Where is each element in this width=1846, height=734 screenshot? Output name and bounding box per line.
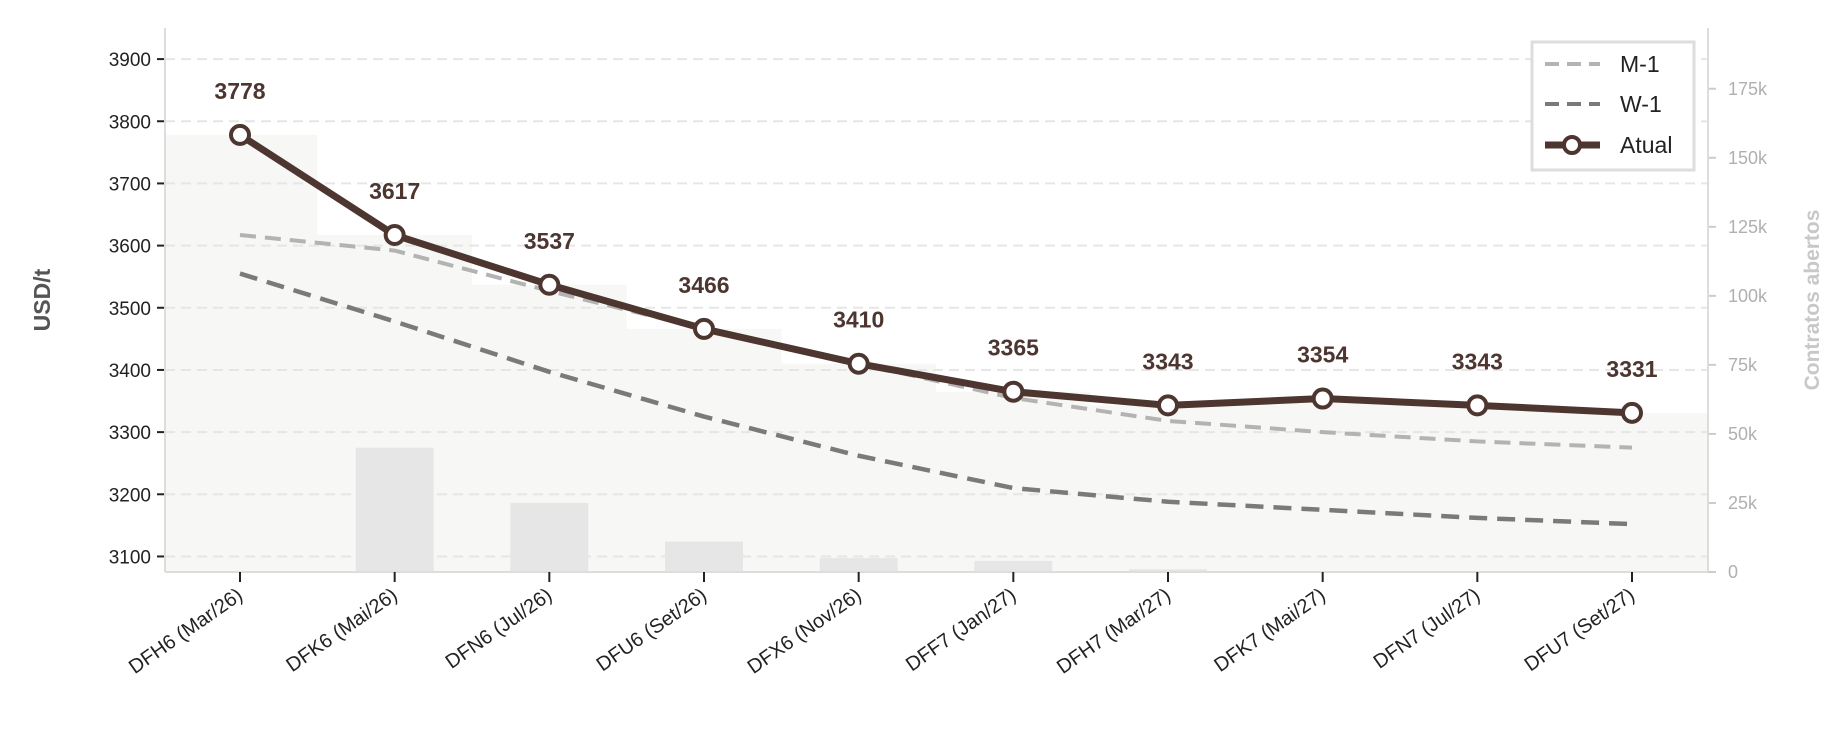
data-label: 3354	[1297, 342, 1348, 368]
series-line-w1	[239, 271, 1633, 527]
legend-label-atual: Atual	[1620, 132, 1672, 158]
data-label: 3343	[1142, 348, 1193, 374]
data-label: 3343	[1452, 348, 1503, 374]
y2-tick-label: 150k	[1728, 148, 1768, 168]
curve-area-layer	[165, 134, 1708, 572]
x-tick-label: DFN6 (Jul/26)	[442, 584, 557, 673]
x-tick-label: DFH6 (Mar/26)	[125, 584, 247, 679]
open-interest-bar	[1129, 569, 1207, 572]
data-point	[538, 273, 561, 296]
data-point	[229, 123, 251, 146]
series-lines	[238, 131, 1633, 527]
y2-tick-label: 175k	[1728, 79, 1768, 99]
data-point	[1466, 394, 1489, 417]
legend-marker-atual	[1562, 135, 1582, 155]
legend: M-1 W-1 Atual	[1530, 40, 1696, 172]
data-point	[383, 224, 406, 247]
data-label: 3365	[988, 335, 1039, 361]
data-label: 3537	[524, 228, 575, 254]
y-tick-label: 3200	[109, 485, 151, 506]
y-tick-label: 3700	[109, 174, 151, 195]
data-label: 3778	[214, 78, 265, 104]
y2-axis-title: Contratos abertos	[1801, 210, 1824, 391]
y-axis-title: USD/t	[29, 268, 55, 331]
y-tick-label: 3300	[109, 423, 151, 444]
open-interest-bar	[974, 560, 1053, 572]
data-label: 3410	[833, 307, 884, 333]
open-interest-bar	[819, 558, 898, 572]
data-point	[1621, 401, 1643, 424]
x-tick-label: DFU6 (Set/26)	[593, 584, 711, 676]
data-label: 3466	[678, 272, 729, 298]
x-tick-label: DFK6 (Mai/26)	[282, 584, 401, 677]
x-tick-label: DFU7 (Set/27)	[1521, 584, 1639, 676]
data-point	[1002, 380, 1025, 403]
grid-layer	[165, 58, 1708, 558]
current-curve-area	[165, 134, 1708, 572]
y-tick-label: 3400	[109, 361, 151, 382]
x-tick-label: DFX6 (Nov/26)	[744, 584, 866, 679]
series-markers	[229, 123, 1643, 424]
y2-tick-label: 75k	[1728, 355, 1758, 375]
y2-tick-label: 125k	[1728, 217, 1768, 237]
x-tick-label: DFH7 (Mar/27)	[1053, 584, 1175, 679]
y2-tick-label: 100k	[1728, 286, 1768, 306]
y-tick-label: 3500	[109, 299, 151, 320]
y-tick-label: 3900	[109, 50, 151, 71]
data-label: 3617	[369, 178, 420, 204]
x-tick-label: DFN7 (Jul/27)	[1370, 584, 1485, 673]
series-line-atual	[238, 131, 1633, 417]
y2-tick-label: 25k	[1728, 493, 1758, 513]
y2-tick-label: 50k	[1728, 424, 1758, 444]
y2-tick-label: 0	[1728, 562, 1738, 582]
legend-label-w1: W-1	[1620, 91, 1662, 117]
legend-label-m1: M-1	[1620, 51, 1660, 77]
y-tick-label: 3600	[109, 237, 151, 258]
data-point	[847, 352, 870, 375]
data-point	[693, 317, 715, 340]
data-labels: 3778 3617 3537 3466 3410 3365 3343 3354 3343 3331	[214, 78, 1657, 382]
y-tick-label: 3100	[109, 547, 151, 568]
y-tick-label: 3800	[109, 112, 151, 133]
x-tick-label: DFK7 (Mai/27)	[1210, 584, 1329, 677]
open-interest-bars	[355, 447, 1207, 572]
open-interest-bar	[355, 447, 434, 572]
data-point	[1311, 387, 1334, 410]
data-label: 3331	[1606, 356, 1657, 382]
open-interest-bar	[510, 502, 589, 572]
open-interest-bar	[665, 541, 743, 572]
data-point	[1157, 394, 1179, 417]
x-tick-label: DFF7 (Jan/27)	[902, 584, 1020, 676]
